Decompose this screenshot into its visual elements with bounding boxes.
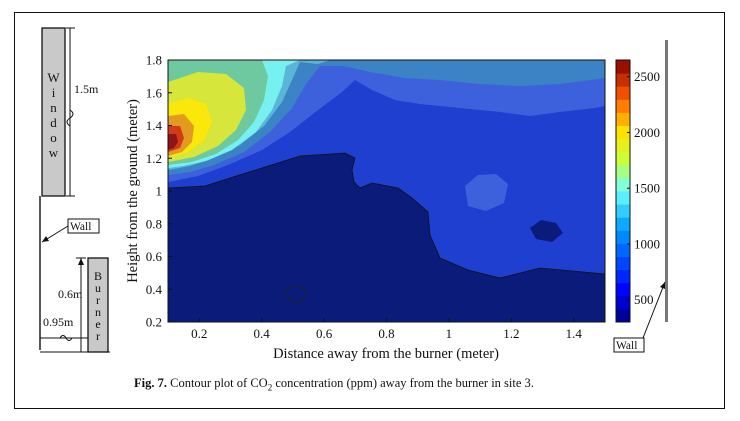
colorbar-segment [616, 308, 630, 323]
colorbar-segment [616, 230, 630, 244]
colorbar-segment [616, 164, 630, 179]
colorbar-segment [616, 204, 630, 218]
window-height-label: 1.5m [74, 82, 99, 96]
colorbar-tick-label: 1500 [634, 181, 660, 196]
colorbar-tick-label: 2500 [634, 69, 660, 84]
colorbar-segment [616, 282, 630, 297]
colorbar-segment [616, 295, 630, 310]
y-tick-label: 0.8 [146, 216, 162, 231]
y-axis-label: Height from the ground (meter) [125, 99, 141, 283]
x-axis-ticks: 0.2 0.4 0.6 0.8 1 1.2 1.4 [191, 318, 582, 341]
y-tick-label: 0.6 [146, 249, 163, 264]
window-letter: n [50, 100, 57, 115]
y-tick-label: 0.4 [146, 282, 163, 297]
colorbar-segment [616, 99, 630, 113]
y-tick-label: 1.2 [146, 151, 162, 166]
wall-label-box [67, 218, 100, 234]
contour-line-boundary [168, 152, 605, 279]
x-tick-label: 0.8 [378, 326, 394, 341]
window-dimension-break [66, 109, 74, 127]
colorbar-tick-label: 1000 [634, 236, 660, 251]
contour-region-peak [168, 134, 178, 150]
burner-letter: r [96, 329, 100, 343]
burner-letter: B [94, 269, 102, 283]
figure-frame [14, 12, 725, 409]
y-tick-label: 0.2 [146, 315, 162, 330]
y-tick-label: 1.6 [146, 85, 163, 100]
burner-dimension-arrow-top [78, 258, 84, 265]
window-letter: W [47, 70, 60, 85]
colorbar-segment [616, 256, 630, 271]
burner-letter: e [95, 317, 100, 331]
right-wall-label: Wall [616, 340, 637, 352]
burner-distance-break [59, 335, 73, 341]
caption-text: Contour plot of CO [170, 376, 268, 390]
right-wall: Wall [613, 40, 668, 353]
x-tick-label: 1.2 [503, 326, 519, 341]
colorbar-frame [615, 59, 631, 323]
colorbar-segment [616, 60, 630, 74]
contour-island-lt-500 [530, 220, 563, 242]
colorbar-segment [616, 73, 630, 87]
colorbar-segment [616, 125, 630, 140]
burner-letter: r [96, 293, 100, 307]
right-wall-pointer [642, 281, 666, 339]
colorbar-segment [616, 177, 630, 192]
contour-fills [168, 60, 605, 322]
contour-island-700-900 [465, 174, 508, 211]
y-tick-label: 1 [156, 184, 163, 199]
y-tick-label: 1.8 [146, 53, 162, 68]
colorbar-segment [616, 191, 630, 205]
colorbar-segment [616, 217, 630, 231]
window-letter: i [52, 85, 56, 100]
caption-subscript: 2 [267, 382, 273, 393]
x-tick-label: 0.4 [254, 326, 271, 341]
colorbar-segments [616, 60, 630, 323]
colorbar-segment [616, 243, 630, 257]
x-tick-label: 1 [446, 326, 453, 341]
colorbar-segment [616, 138, 630, 153]
colorbar-ticks: 500 1000 1500 2000 2500 [627, 69, 660, 307]
caption-text-end: concentration (ppm) away from the burner… [272, 376, 534, 390]
y-tick-label: 1.4 [146, 118, 163, 133]
colorbar-tick-label: 500 [634, 292, 654, 307]
wall-label: Wall [70, 221, 91, 233]
burner-letter: n [95, 305, 101, 319]
x-tick-label: 0.2 [191, 326, 207, 341]
burner-height-label: 0.6m [58, 287, 83, 301]
window-letter: o [50, 130, 57, 145]
colorbar-segment [616, 269, 630, 284]
caption-prefix: Fig. 7. [134, 376, 167, 390]
wall-pointer-arrowhead [42, 236, 49, 242]
colorbar-tick-label: 2000 [634, 125, 660, 140]
y-axis-ticks: 0.2 0.4 0.6 0.8 1 1.2 1.4 1.6 1.8 [146, 53, 172, 330]
colorbar: 500 1000 1500 2000 2500 [615, 59, 660, 323]
colorbar-segment [616, 112, 630, 126]
window-letter: d [50, 115, 57, 130]
right-wall-bar [665, 40, 668, 322]
window-letter: w [49, 145, 59, 160]
x-tick-label: 0.6 [316, 326, 333, 341]
x-tick-label: 1.4 [566, 326, 583, 341]
burner-letter: u [95, 281, 101, 295]
x-axis-label: Distance away from the burner (meter) [273, 346, 499, 362]
right-wall-label-box [613, 337, 645, 353]
right-wall-pointer-arrowhead [660, 282, 665, 289]
window-frame [41, 27, 66, 197]
contour-plot: 0.2 0.4 0.6 0.8 1 1.2 1.4 0.2 0.4 0.6 0.8 1 1.2 1.4 1… [125, 53, 606, 362]
colorbar-segment [616, 151, 630, 166]
burner-distance-label: 0.95m [43, 315, 74, 329]
contour-line-low [284, 285, 306, 303]
figure-caption: Fig. 7. Contour plot of CO2 concentratio… [134, 376, 534, 393]
contour-island-top-900 [398, 60, 560, 76]
colorbar-segment [616, 86, 630, 100]
